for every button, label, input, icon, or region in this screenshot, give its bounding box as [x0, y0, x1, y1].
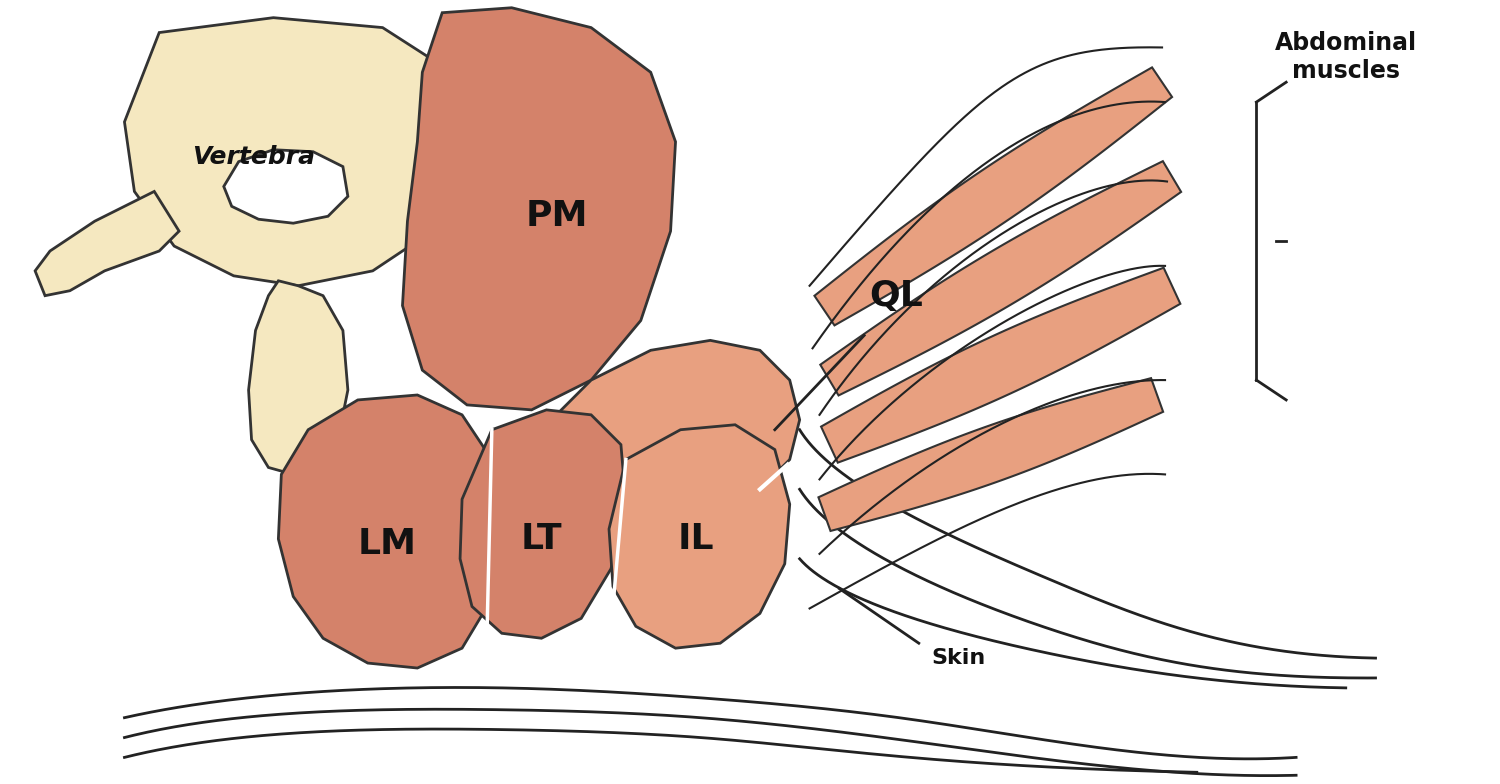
Text: PM: PM — [525, 199, 588, 234]
Polygon shape — [609, 425, 789, 648]
Polygon shape — [821, 162, 1180, 395]
Text: Vertebra: Vertebra — [192, 145, 315, 169]
Polygon shape — [819, 378, 1162, 531]
Polygon shape — [34, 191, 178, 296]
Polygon shape — [460, 410, 626, 638]
Text: QL: QL — [868, 278, 922, 313]
Polygon shape — [427, 187, 507, 251]
Polygon shape — [249, 281, 348, 474]
Text: LM: LM — [358, 527, 417, 561]
Text: Skin: Skin — [932, 648, 986, 668]
Text: LT: LT — [520, 522, 562, 556]
Polygon shape — [402, 8, 675, 410]
Polygon shape — [279, 395, 502, 668]
Text: Abdominal
muscles: Abdominal muscles — [1275, 31, 1418, 83]
Polygon shape — [815, 67, 1172, 325]
Polygon shape — [124, 18, 462, 285]
Polygon shape — [556, 340, 800, 504]
Polygon shape — [224, 150, 348, 223]
Text: IL: IL — [676, 522, 714, 556]
Polygon shape — [821, 268, 1180, 463]
